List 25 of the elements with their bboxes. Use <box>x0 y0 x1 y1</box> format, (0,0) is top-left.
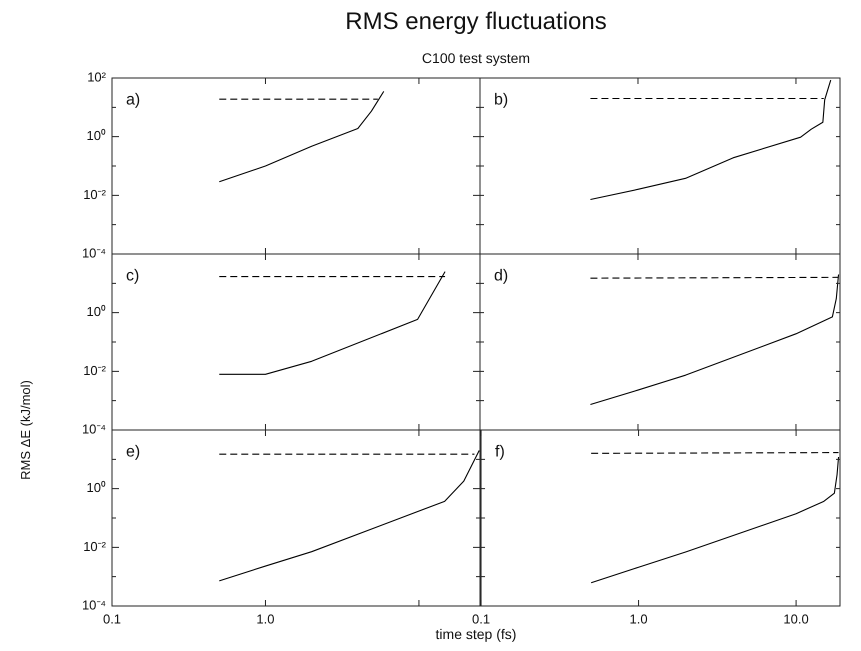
annotation: b) <box>494 91 508 108</box>
y-tick-label: 10⁻² <box>83 538 107 554</box>
x-axis-title: time step (fs) <box>434 626 518 642</box>
x-tick-label: 1.0 <box>630 611 648 626</box>
y-tick-label: 10⁻⁴ <box>82 246 106 261</box>
chart-title: RMS energy fluctuations <box>344 8 608 36</box>
y-tick-label: 10⁰ <box>86 304 106 320</box>
y-tick-label: 10⁻⁴ <box>82 422 106 437</box>
y-tick-label: 10⁻² <box>83 186 107 202</box>
annotation: e) <box>126 443 140 460</box>
x-tick-label: 10.0 <box>783 611 809 626</box>
y-tick-label: 10⁰ <box>86 480 106 496</box>
y-tick-label: 10⁰ <box>86 128 106 144</box>
x-tick-label: 0.1 <box>102 611 122 626</box>
annotation: f) <box>495 443 505 460</box>
y-tick-label: 10⁻⁴ <box>82 598 106 613</box>
annotation: d) <box>494 267 508 284</box>
y-tick-label: 10⁻² <box>83 362 107 378</box>
y-tick-label: 10² <box>87 70 107 85</box>
chart-subtitle: C100 test system <box>420 50 532 66</box>
x-tick-label: 0.1 <box>472 611 490 626</box>
annotation: c) <box>126 267 140 284</box>
x-tick-label: 1.0 <box>256 611 275 626</box>
annotation: a) <box>126 91 140 108</box>
y-axis-title: RMS ΔE (kJ/mol) <box>18 380 33 480</box>
